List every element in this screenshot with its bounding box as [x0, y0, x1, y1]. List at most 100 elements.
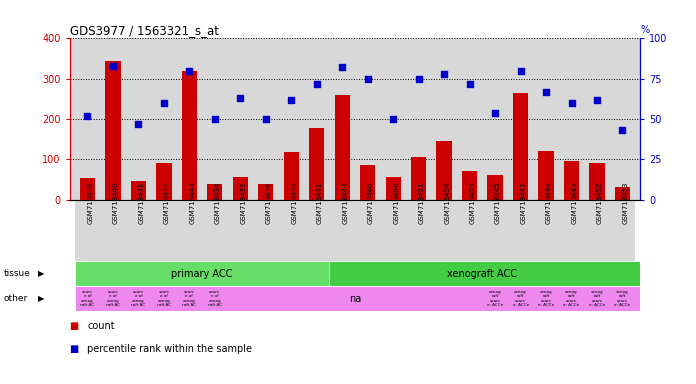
Bar — [309, 128, 324, 200]
Bar — [253, 200, 278, 261]
Point — [260, 116, 271, 122]
Text: GSM718438: GSM718438 — [88, 181, 93, 224]
Text: other: other — [3, 294, 28, 303]
Bar — [74, 261, 329, 286]
Point — [362, 76, 373, 82]
Point — [592, 97, 603, 103]
Point — [209, 116, 221, 122]
Text: GSM718444: GSM718444 — [342, 182, 348, 224]
Bar — [329, 200, 355, 261]
Text: xenog
raft
sourc
e: ACCe: xenog raft sourc e: ACCe — [564, 290, 580, 307]
Text: xenog
raft
sourc
e: ACCe: xenog raft sourc e: ACCe — [589, 290, 605, 307]
Text: GSM718442: GSM718442 — [139, 182, 144, 224]
Text: ■: ■ — [70, 321, 79, 331]
Text: GSM718440: GSM718440 — [113, 182, 119, 224]
Bar — [513, 93, 528, 200]
Text: GSM718446: GSM718446 — [367, 182, 374, 224]
Bar — [232, 177, 248, 200]
Bar — [329, 261, 640, 286]
Text: xenog
raft
sourc
e: ACCe: xenog raft sourc e: ACCe — [615, 290, 631, 307]
Bar — [360, 166, 375, 200]
Text: GSM718435: GSM718435 — [240, 182, 246, 224]
Point — [617, 127, 628, 133]
Text: GSM718453: GSM718453 — [622, 182, 628, 224]
Bar — [584, 200, 610, 261]
Bar — [457, 200, 482, 261]
Text: percentile rank within the sample: percentile rank within the sample — [87, 344, 252, 354]
Bar — [610, 200, 635, 261]
Point — [311, 81, 322, 87]
Text: sourc
e of
xenog
raft AC: sourc e of xenog raft AC — [157, 290, 171, 307]
Point — [235, 95, 246, 101]
Point — [133, 121, 144, 127]
Text: GSM718437: GSM718437 — [164, 181, 170, 224]
Point — [337, 65, 348, 71]
Bar — [131, 181, 146, 200]
Text: count: count — [87, 321, 115, 331]
Text: GSM718454: GSM718454 — [444, 182, 450, 224]
Bar — [411, 157, 426, 200]
Point — [413, 76, 425, 82]
Bar — [207, 184, 223, 200]
Bar — [284, 152, 299, 200]
Point — [184, 68, 195, 74]
Text: GSM718449: GSM718449 — [571, 182, 578, 224]
Bar — [487, 175, 503, 200]
Bar — [278, 200, 304, 261]
Text: ■: ■ — [70, 344, 79, 354]
Bar — [126, 200, 151, 261]
Bar — [533, 200, 559, 261]
Bar — [335, 95, 350, 200]
Bar — [228, 200, 253, 261]
Text: GSM718452: GSM718452 — [597, 182, 603, 224]
Text: xenog
raft
sourc
e: ACCe: xenog raft sourc e: ACCe — [538, 290, 554, 307]
Bar — [436, 141, 452, 200]
Bar — [406, 200, 432, 261]
Bar — [156, 164, 171, 200]
Text: GSM718436: GSM718436 — [266, 181, 271, 224]
Bar — [202, 200, 228, 261]
Text: na: na — [349, 293, 361, 304]
Text: sourc
e of
xenog
raft AC: sourc e of xenog raft AC — [182, 290, 196, 307]
Point — [82, 113, 93, 119]
Bar — [508, 200, 533, 261]
Text: GSM718450: GSM718450 — [393, 182, 400, 224]
Bar — [258, 184, 274, 200]
Text: xenog
raft
sourc
e: ACCe: xenog raft sourc e: ACCe — [512, 290, 529, 307]
Text: GSM718441: GSM718441 — [317, 182, 323, 224]
Point — [388, 116, 399, 122]
Point — [541, 89, 552, 95]
Bar — [182, 71, 197, 200]
Text: %: % — [640, 25, 649, 35]
Text: GSM718439: GSM718439 — [291, 181, 297, 224]
Bar — [355, 200, 381, 261]
Point — [489, 109, 500, 116]
Text: GSM718448: GSM718448 — [546, 182, 552, 224]
Text: xenog
raft
sourc
e: ACCe: xenog raft sourc e: ACCe — [487, 290, 503, 307]
Point — [566, 100, 577, 106]
Text: sourc
e of
xenog
raft AC: sourc e of xenog raft AC — [80, 290, 95, 307]
Bar — [615, 187, 630, 200]
Text: GSM718443: GSM718443 — [189, 182, 196, 224]
Text: GSM718455: GSM718455 — [470, 182, 475, 224]
Text: primary ACC: primary ACC — [171, 268, 232, 279]
Bar — [482, 200, 508, 261]
Bar — [564, 161, 579, 200]
Text: sourc
e of
xenog
raft AC: sourc e of xenog raft AC — [106, 290, 120, 307]
Point — [438, 71, 450, 77]
Bar — [432, 200, 457, 261]
Bar — [80, 177, 95, 200]
Text: GSM718445: GSM718445 — [495, 182, 501, 224]
Bar — [304, 200, 329, 261]
Bar — [74, 200, 100, 261]
Bar — [386, 177, 401, 200]
Text: GSM718434: GSM718434 — [215, 182, 221, 224]
Bar — [462, 171, 477, 200]
Point — [158, 100, 169, 106]
Text: ▶: ▶ — [38, 269, 45, 278]
Bar — [177, 200, 202, 261]
Text: GSM718447: GSM718447 — [521, 182, 527, 224]
Text: GDS3977 / 1563321_s_at: GDS3977 / 1563321_s_at — [70, 24, 219, 37]
Point — [515, 68, 526, 74]
Text: tissue: tissue — [3, 269, 31, 278]
